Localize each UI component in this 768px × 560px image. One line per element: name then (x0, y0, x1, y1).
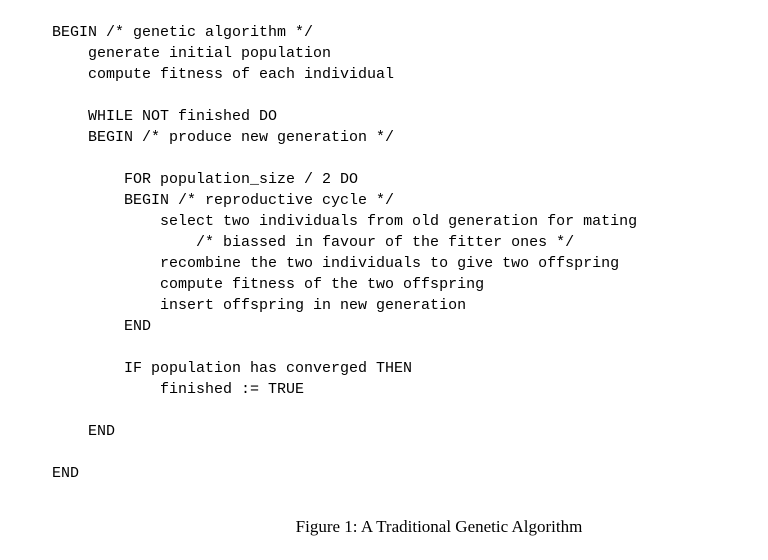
code-line: END (52, 318, 152, 335)
code-line: WHILE NOT finished DO (52, 108, 278, 125)
code-line: compute fitness of the two offspring (52, 276, 485, 293)
blank-line (52, 442, 637, 463)
code-line: BEGIN /* produce new generation */ (52, 129, 395, 146)
blank-line (52, 337, 637, 358)
code-line: END (52, 423, 116, 440)
code-line: IF population has converged THEN (52, 360, 413, 377)
code-line: recombine the two individuals to give tw… (52, 255, 620, 272)
blank-line (52, 148, 637, 169)
blank-line (52, 85, 637, 106)
code-line: finished := TRUE (52, 381, 305, 398)
pseudocode-listing: BEGIN /* genetic algorithm */ generate i… (52, 22, 637, 484)
code-line: insert offspring in new generation (52, 297, 467, 314)
code-line: END (52, 465, 80, 482)
code-line: BEGIN /* reproductive cycle */ (52, 192, 395, 209)
code-line: select two individuals from old generati… (52, 213, 638, 230)
code-line: FOR population_size / 2 DO (52, 171, 359, 188)
blank-line (52, 400, 637, 421)
code-line: /* biassed in favour of the fitter ones … (52, 234, 575, 251)
code-line: BEGIN /* genetic algorithm */ (52, 24, 314, 41)
code-line: generate initial population (52, 45, 332, 62)
figure-caption: Figure 1: A Traditional Genetic Algorith… (295, 517, 583, 536)
code-line: compute fitness of each individual (52, 66, 395, 83)
